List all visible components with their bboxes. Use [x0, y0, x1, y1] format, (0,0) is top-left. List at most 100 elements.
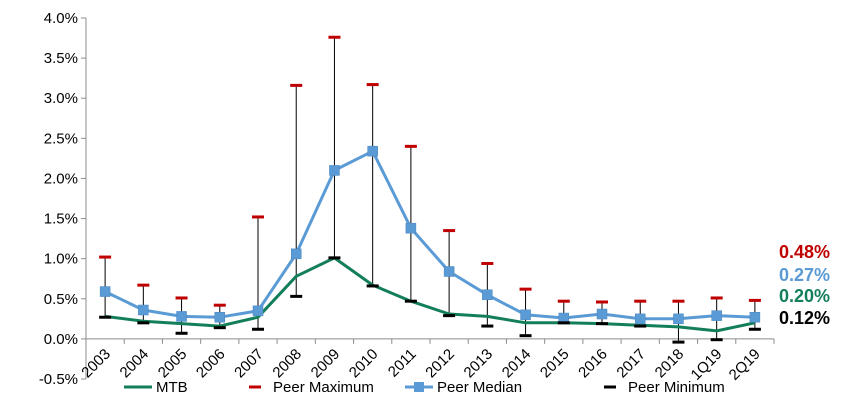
peer-median-point — [711, 310, 722, 321]
peer-median-point — [176, 311, 187, 322]
peer-maximum-point — [748, 298, 761, 302]
x-tick-label: 2013 — [461, 346, 497, 382]
peer-minimum-point — [672, 340, 685, 344]
y-tick-label: 0.0% — [44, 331, 78, 348]
legend-item: MTB — [124, 379, 188, 396]
x-tick-label: 2011 — [385, 346, 420, 381]
end-label: 0.20% — [779, 286, 830, 306]
peer-maximum-point — [672, 299, 685, 303]
series-markers — [99, 35, 761, 344]
peer-minimum-point — [137, 321, 150, 325]
peer-median-point — [290, 248, 302, 260]
y-tick-label: 0.5% — [44, 291, 78, 308]
peer-maximum-point — [366, 83, 379, 87]
peer-minimum-point — [748, 327, 761, 331]
peer-maximum-point — [252, 215, 264, 219]
legend-item: Peer Maximum — [249, 379, 374, 396]
x-tick-label: 2006 — [193, 346, 229, 382]
peer-median-point — [482, 289, 493, 301]
peer-median-point — [367, 145, 378, 157]
peer-minimum-point — [481, 324, 494, 328]
peer-median-point — [405, 222, 417, 234]
x-tick-label: 2012 — [422, 346, 458, 382]
legend-swatch — [604, 385, 616, 389]
peer-maximum-point — [519, 287, 532, 291]
legend: MTB Peer Maximum Peer Median Peer Minimum — [124, 379, 725, 396]
peer-maximum-point — [481, 261, 494, 265]
peer-maximum-point — [137, 283, 150, 287]
peer-minimum-point — [596, 322, 608, 326]
peer-median-point — [214, 311, 226, 323]
peer-minimum-point — [557, 321, 570, 325]
y-tick-label: 2.0% — [44, 170, 78, 187]
y-tick-label: 3.5% — [44, 50, 78, 67]
end-label: 0.12% — [779, 308, 830, 328]
peer-median-point — [138, 304, 149, 316]
y-tick-label: 3.0% — [44, 90, 78, 107]
peer-median-point — [329, 165, 340, 176]
peer-median-point — [673, 313, 684, 325]
peer-median-point — [596, 308, 608, 320]
x-tick-label: 2017 — [613, 346, 649, 382]
peer-minimum-point — [710, 338, 723, 342]
x-tick-label: 2015 — [537, 346, 573, 382]
x-tick-label: 2008 — [269, 346, 305, 382]
legend-swatch-marker — [414, 382, 424, 392]
peer-minimum-point — [290, 294, 303, 298]
legend-label: Peer Minimum — [628, 379, 725, 396]
peer-minimum-point — [366, 284, 379, 288]
peer-range-bars — [104, 37, 756, 343]
x-tick-label: 2007 — [231, 346, 267, 382]
x-tick-label: 2016 — [575, 346, 611, 382]
peer-maximum-point — [213, 303, 226, 307]
peer-maximum-point — [328, 35, 341, 39]
peer-minimum-point — [99, 315, 112, 319]
end-labels: 0.48% 0.27%0.20%0.12% — [779, 242, 830, 328]
legend-label: Peer Maximum — [273, 379, 374, 396]
x-tick-label: 2005 — [155, 346, 191, 382]
x-tick-label: 2003 — [78, 346, 114, 382]
peer-maximum-point — [290, 83, 303, 87]
x-tick-label: 1Q19 — [688, 346, 726, 384]
series-lines — [104, 149, 756, 333]
end-label: 0.48% — [779, 242, 830, 262]
x-tick-label: 2Q19 — [726, 346, 764, 384]
peer-minimum-point — [328, 256, 341, 260]
legend-swatch — [249, 385, 261, 389]
y-axis: -0.5% 0.0% 0.5% 1.0% 1.5% 2.0% 2.5% 3.0% 3.5% 4.0… — [39, 10, 87, 388]
peer-maximum-point — [557, 299, 570, 303]
x-tick-label: 2010 — [346, 346, 382, 382]
peer-maximum-point — [634, 299, 647, 303]
x-axis: 2003 2004 2005 2006 2007 2008 2009 2010 2011 2012… — [78, 338, 775, 384]
peer-maximum-point — [596, 300, 608, 304]
peer-minimum-point — [404, 299, 417, 303]
peer-median-point — [443, 266, 455, 277]
legend-label: MTB — [156, 379, 188, 396]
peer-minimum-point — [634, 324, 647, 328]
peer-median-point — [520, 309, 531, 321]
mtb-line — [104, 256, 756, 333]
y-tick-label: 4.0% — [44, 10, 78, 27]
peer-median-point — [99, 286, 111, 297]
y-tick-label: 1.0% — [44, 251, 78, 268]
peer-maximum-point — [404, 144, 417, 148]
peer-maximum-point — [443, 229, 456, 233]
y-tick-label: -0.5% — [39, 371, 78, 388]
legend-item: Peer Minimum — [604, 379, 725, 396]
peer-median-point — [252, 305, 264, 317]
legend-item: Peer Median — [405, 379, 522, 396]
y-tick-label: 1.5% — [44, 211, 78, 228]
peer-minimum-point — [252, 327, 264, 331]
x-tick-label: 2014 — [499, 346, 535, 382]
peer-minimum-point — [519, 334, 532, 338]
peer-median-line — [104, 149, 755, 321]
legend-label: Peer Median — [437, 379, 522, 396]
x-tick-label: 2018 — [652, 346, 688, 382]
peer-minimum-point — [443, 314, 456, 318]
y-tick-label: 2.5% — [44, 130, 78, 147]
x-tick-label: 2004 — [117, 346, 153, 382]
peer-maximum-point — [99, 255, 112, 259]
peer-minimum-point — [175, 331, 188, 335]
peer-median-point — [634, 313, 646, 325]
